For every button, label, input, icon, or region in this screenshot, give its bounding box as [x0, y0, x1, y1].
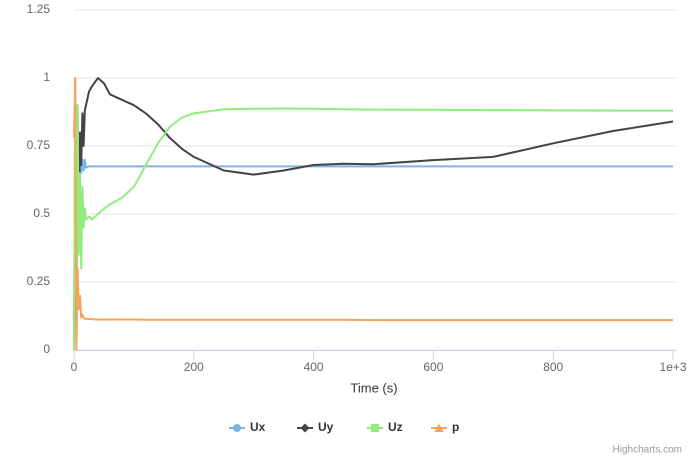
legend-symbol [233, 424, 241, 432]
legend-item[interactable]: Uy [297, 420, 334, 434]
legend-item[interactable]: Uz [367, 420, 403, 434]
legend-symbol [300, 423, 310, 433]
legend-label: p [452, 420, 459, 434]
x-tick-label: 800 [543, 360, 563, 374]
legend-item[interactable]: p [431, 420, 459, 434]
y-tick-label: 1.25 [27, 2, 51, 16]
x-tick-label: 200 [184, 360, 204, 374]
legend-label: Ux [250, 420, 266, 434]
legend-symbol [371, 424, 379, 432]
y-tick-label: 0 [43, 342, 50, 356]
y-tick-label: 0.75 [27, 138, 51, 152]
legend-symbol [434, 423, 444, 432]
credits[interactable]: Highcharts.com [613, 445, 682, 456]
x-tick-label: 1e+3 [659, 360, 686, 374]
y-tick-label: 0.25 [27, 274, 51, 288]
legend-item[interactable]: Ux [229, 420, 266, 434]
legend-label: Uy [318, 420, 334, 434]
x-axis-label: Time (s) [350, 380, 397, 395]
y-tick-label: 0.5 [33, 206, 50, 220]
x-tick-label: 600 [423, 360, 443, 374]
series-line [73, 77, 673, 351]
series-line [73, 77, 674, 351]
y-tick-label: 1 [43, 70, 50, 84]
x-tick-label: 400 [304, 360, 324, 374]
x-tick-label: 0 [71, 360, 78, 374]
series-line [73, 77, 673, 351]
legend-label: Uz [388, 420, 403, 434]
